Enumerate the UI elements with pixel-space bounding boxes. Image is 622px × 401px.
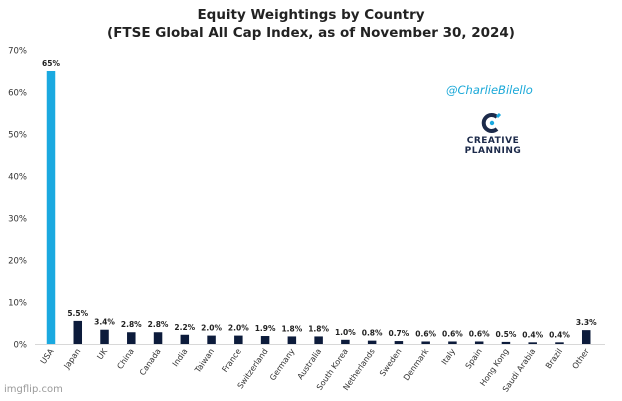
- bar-australia: [314, 336, 323, 344]
- data-label: 1.0%: [335, 328, 356, 337]
- x-tick-label: Brazil: [544, 347, 564, 370]
- data-label: 2.2%: [174, 323, 195, 332]
- y-tick-label: 60%: [8, 89, 27, 99]
- bar-south-korea: [341, 339, 350, 344]
- creative-planning-logo-text: CREATIVE PLANNING: [458, 136, 528, 156]
- y-axis: 0% 10% 20% 30% 40% 50% 60% 70%: [8, 47, 605, 351]
- chart-title: Equity Weightings by Country: [197, 7, 425, 23]
- author-handle: @CharlieBilello: [446, 83, 533, 97]
- data-label: 65%: [42, 59, 60, 68]
- bar-other: [581, 330, 591, 344]
- data-label: 1.9%: [255, 324, 276, 333]
- creative-planning-c-icon: [481, 112, 502, 133]
- x-tick-label: Canada: [138, 347, 163, 377]
- data-label: 0.4%: [522, 330, 543, 339]
- bar-india: [180, 334, 190, 344]
- x-tick-label: France: [220, 347, 243, 374]
- x-tick-label: Australia: [296, 347, 324, 381]
- y-tick-label: 70%: [8, 47, 27, 57]
- x-tick-label: UK: [95, 346, 109, 361]
- imgflip-watermark: imgflip.com: [4, 384, 63, 395]
- data-label: 3.4%: [94, 318, 115, 327]
- data-label: 0.6%: [442, 329, 463, 338]
- data-label: 0.6%: [415, 329, 436, 338]
- bar-series: [46, 71, 591, 344]
- x-axis: USA Japan UK China Canada India Taiwan France Sw…: [39, 346, 592, 393]
- data-label: 1.8%: [308, 324, 329, 333]
- data-label: 2.8%: [148, 320, 169, 329]
- y-tick-label: 10%: [8, 299, 27, 309]
- data-label: 0.4%: [549, 330, 570, 339]
- x-tick-label: Taiwan: [193, 347, 217, 375]
- x-tick-label: Italy: [440, 347, 457, 367]
- x-tick-label: Germany: [268, 347, 297, 382]
- logo-line-1: CREATIVE: [466, 136, 520, 146]
- bar-switzerland: [260, 336, 270, 344]
- bar-brazil: [555, 342, 564, 344]
- data-label: 3.3%: [576, 318, 597, 327]
- data-label: 2.8%: [121, 320, 142, 329]
- data-label: 0.8%: [362, 329, 383, 338]
- y-tick-label: 40%: [8, 173, 27, 183]
- data-label: 2.0%: [201, 324, 222, 333]
- bar-canada: [153, 332, 163, 344]
- bar-sweden: [394, 341, 404, 344]
- bar-hong-kong: [501, 341, 511, 344]
- data-label: 1.8%: [281, 324, 302, 333]
- x-tick-label: Sweden: [378, 347, 404, 378]
- bar-taiwan: [207, 335, 216, 344]
- bar-denmark: [421, 341, 430, 344]
- x-tick-label: USA: [39, 347, 56, 366]
- bar-japan: [73, 320, 83, 344]
- x-tick-label: Japan: [62, 347, 83, 371]
- data-label: 0.6%: [469, 329, 490, 338]
- bar-saudi-arabia: [528, 342, 537, 344]
- chart-subtitle: (FTSE Global All Cap Index, as of Novemb…: [107, 25, 515, 41]
- bar-china: [127, 332, 136, 344]
- data-label: 2.0%: [228, 324, 249, 333]
- data-label: 0.5%: [496, 330, 517, 339]
- bar-germany: [287, 336, 297, 344]
- y-tick-label: 20%: [8, 257, 27, 267]
- y-tick-label: 50%: [8, 131, 27, 141]
- logo-line-2: PLANNING: [464, 146, 522, 156]
- bar-spain: [474, 341, 484, 344]
- chart-titles: Equity Weightings by Country (FTSE Globa…: [0, 6, 622, 42]
- data-label: 5.5%: [67, 309, 88, 318]
- x-tick-label: Spain: [464, 347, 484, 370]
- data-label: 0.7%: [388, 329, 409, 338]
- bar-france: [234, 335, 243, 344]
- y-tick-label: 0%: [14, 341, 28, 351]
- bar-netherlands: [367, 340, 377, 344]
- bar-italy: [448, 341, 457, 344]
- x-tick-label: Other: [570, 346, 591, 370]
- data-labels: 65% 5.5% 3.4% 2.8% 2.8% 2.2% 2.0% 2.0% 1.9% 1.8% 1…: [42, 59, 597, 339]
- x-tick-label: Denmark: [402, 347, 431, 383]
- x-tick-label: India: [171, 347, 190, 368]
- bar-usa: [46, 71, 56, 344]
- bar-uk: [100, 329, 109, 344]
- y-tick-label: 30%: [8, 215, 27, 225]
- x-tick-label: China: [115, 347, 136, 371]
